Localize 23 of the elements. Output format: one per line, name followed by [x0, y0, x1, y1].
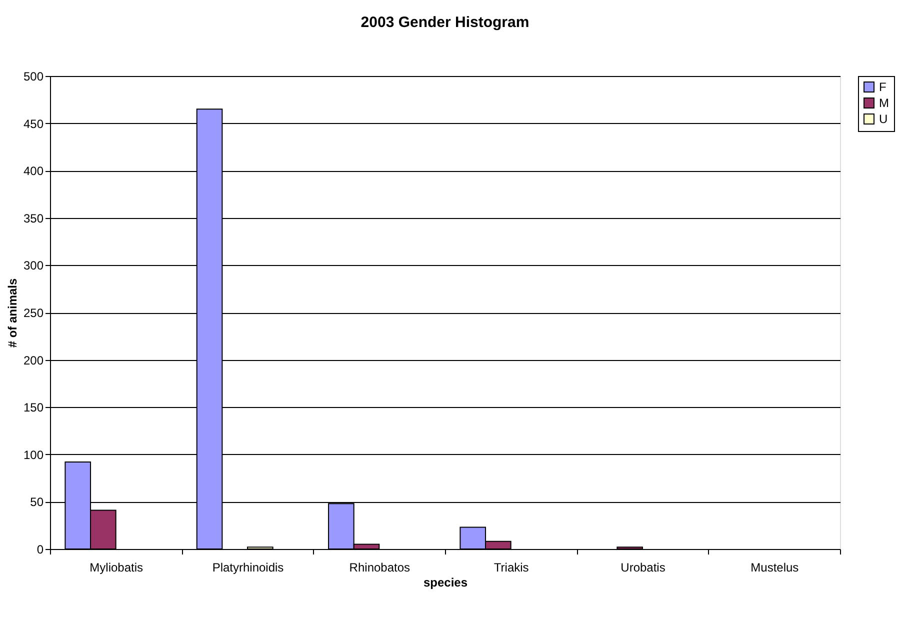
x-tick-label: Triakis [494, 560, 529, 574]
legend-label: F [879, 80, 886, 94]
x-axis-title: species [423, 576, 468, 590]
y-tick-label: 400 [23, 164, 44, 178]
x-tick-label: Rhinobatos [349, 560, 410, 574]
y-tick-label: 50 [30, 495, 44, 510]
y-tick-label: 300 [23, 258, 44, 273]
y-axis-title: # of animals [5, 278, 20, 348]
legend-label: M [879, 96, 889, 110]
y-tick-label: 250 [23, 306, 44, 320]
y-tick-label: 350 [23, 211, 44, 226]
y-tick-label: 150 [23, 400, 44, 415]
legend-label: U [879, 112, 888, 126]
chart-title: 2003 Gender Histogram [360, 14, 530, 31]
x-tick-label: Urobatis [620, 560, 666, 574]
x-tick-label: Platyrhinoidis [212, 560, 284, 574]
y-tick-label: 100 [23, 448, 44, 462]
y-tick-label: 500 [23, 70, 44, 84]
y-tick-label: 200 [23, 353, 44, 368]
y-tick-label: 0 [36, 542, 44, 556]
x-tick-label: Myliobatis [90, 560, 144, 574]
y-tick-label: 450 [23, 116, 44, 131]
x-tick-label: Mustelus [750, 560, 799, 574]
